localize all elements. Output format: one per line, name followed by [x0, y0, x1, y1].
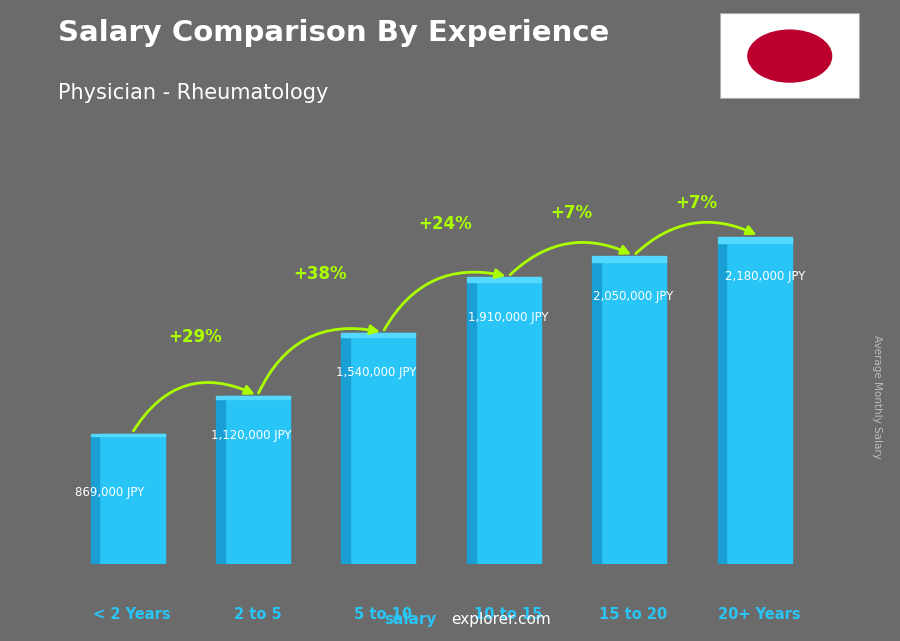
Bar [592, 256, 666, 262]
Text: 20+ Years: 20+ Years [717, 606, 800, 622]
Bar [350, 333, 416, 564]
Text: Physician - Rheumatology: Physician - Rheumatology [58, 83, 328, 103]
Bar [341, 333, 416, 337]
Bar [99, 434, 165, 564]
Text: 1,910,000 JPY: 1,910,000 JPY [468, 311, 548, 324]
Text: +7%: +7% [675, 194, 717, 212]
Text: explorer.com: explorer.com [451, 612, 551, 627]
Text: +7%: +7% [550, 204, 592, 222]
Text: +38%: +38% [293, 265, 346, 283]
Bar [467, 277, 541, 283]
Text: Salary Comparison By Experience: Salary Comparison By Experience [58, 19, 610, 47]
Bar [717, 242, 726, 564]
Bar [601, 257, 666, 564]
Bar [216, 399, 225, 564]
Bar [726, 238, 792, 564]
Text: 2,180,000 JPY: 2,180,000 JPY [725, 271, 806, 283]
Bar [717, 237, 792, 242]
Text: 869,000 JPY: 869,000 JPY [75, 486, 144, 499]
Text: 15 to 20: 15 to 20 [599, 606, 668, 622]
Bar [91, 436, 99, 564]
Text: 1,540,000 JPY: 1,540,000 JPY [337, 366, 417, 379]
Bar [225, 396, 290, 564]
Bar [467, 283, 475, 564]
Bar [475, 278, 541, 564]
Text: +24%: +24% [418, 215, 472, 233]
Text: Average Monthly Salary: Average Monthly Salary [872, 335, 883, 460]
Text: 2 to 5: 2 to 5 [233, 606, 282, 622]
Text: 5 to 10: 5 to 10 [354, 606, 412, 622]
Bar [592, 262, 601, 564]
Text: +29%: +29% [167, 328, 221, 345]
Bar [216, 396, 290, 399]
Text: salary: salary [384, 612, 436, 627]
Bar [91, 433, 165, 436]
Text: < 2 Years: < 2 Years [94, 606, 171, 622]
Bar [341, 337, 350, 564]
Text: 1,120,000 JPY: 1,120,000 JPY [211, 429, 292, 442]
Text: 2,050,000 JPY: 2,050,000 JPY [593, 290, 674, 303]
Text: 10 to 15: 10 to 15 [474, 606, 543, 622]
Circle shape [748, 30, 832, 82]
